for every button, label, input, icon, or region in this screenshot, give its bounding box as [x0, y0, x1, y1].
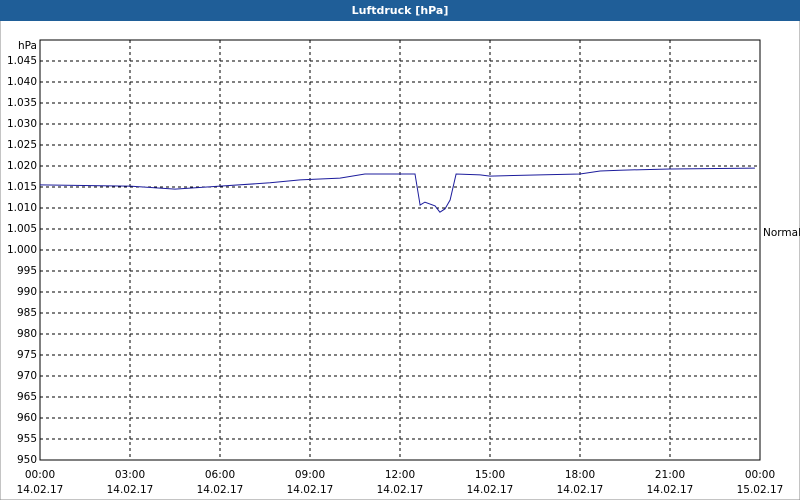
- y-tick-label: 1.015: [7, 181, 37, 193]
- y-tick-label: 965: [17, 391, 37, 403]
- y-tick-label: 1.040: [7, 76, 37, 88]
- y-tick-label: 1.045: [7, 55, 37, 67]
- y-tick-label: 1.030: [7, 118, 37, 130]
- y-axis-label: hPa: [18, 40, 37, 52]
- title-bar: [0, 0, 800, 21]
- x-tick-date: 14.02.17: [197, 484, 244, 496]
- x-tick-date: 14.02.17: [467, 484, 514, 496]
- y-tick-label: 955: [17, 433, 37, 445]
- chart-title: Luftdruck [hPa]: [352, 4, 449, 17]
- y-tick-label: 970: [17, 370, 37, 382]
- y-tick-label: 1.025: [7, 139, 37, 151]
- x-tick-date: 14.02.17: [377, 484, 424, 496]
- x-tick-date: 14.02.17: [17, 484, 64, 496]
- y-tick-label: 990: [17, 286, 37, 298]
- x-tick-date: 14.02.17: [287, 484, 334, 496]
- x-tick-label: 21:00: [655, 469, 685, 481]
- y-tick-label: 1.000: [7, 244, 37, 256]
- x-tick-label: 12:00: [385, 469, 415, 481]
- y-tick-label: 1.010: [7, 202, 37, 214]
- x-tick-date: 14.02.17: [107, 484, 154, 496]
- y-tick-label: 985: [17, 307, 37, 319]
- y-tick-label: 950: [17, 454, 37, 466]
- x-tick-label: 03:00: [115, 469, 145, 481]
- x-tick-label: 06:00: [205, 469, 235, 481]
- x-tick-label: 09:00: [295, 469, 325, 481]
- y-tick-label: 1.035: [7, 97, 37, 109]
- x-tick-label: 00:00: [25, 469, 55, 481]
- y-tick-label: 980: [17, 328, 37, 340]
- y-tick-label: 1.005: [7, 223, 37, 235]
- y-tick-label: 960: [17, 412, 37, 424]
- x-tick-date: 15.02.17: [737, 484, 784, 496]
- plot-frame: [39, 39, 761, 461]
- y-tick-label: 1.020: [7, 160, 37, 172]
- y-tick-label: 975: [17, 349, 37, 361]
- x-tick-label: 00:00: [745, 469, 775, 481]
- data-line: [39, 167, 755, 213]
- x-tick-label: 18:00: [565, 469, 595, 481]
- x-tick-date: 14.02.17: [557, 484, 604, 496]
- x-tick-date: 14.02.17: [647, 484, 694, 496]
- legend-label: Normal: [763, 227, 800, 239]
- y-tick-label: 995: [17, 265, 37, 277]
- x-tick-label: 15:00: [475, 469, 505, 481]
